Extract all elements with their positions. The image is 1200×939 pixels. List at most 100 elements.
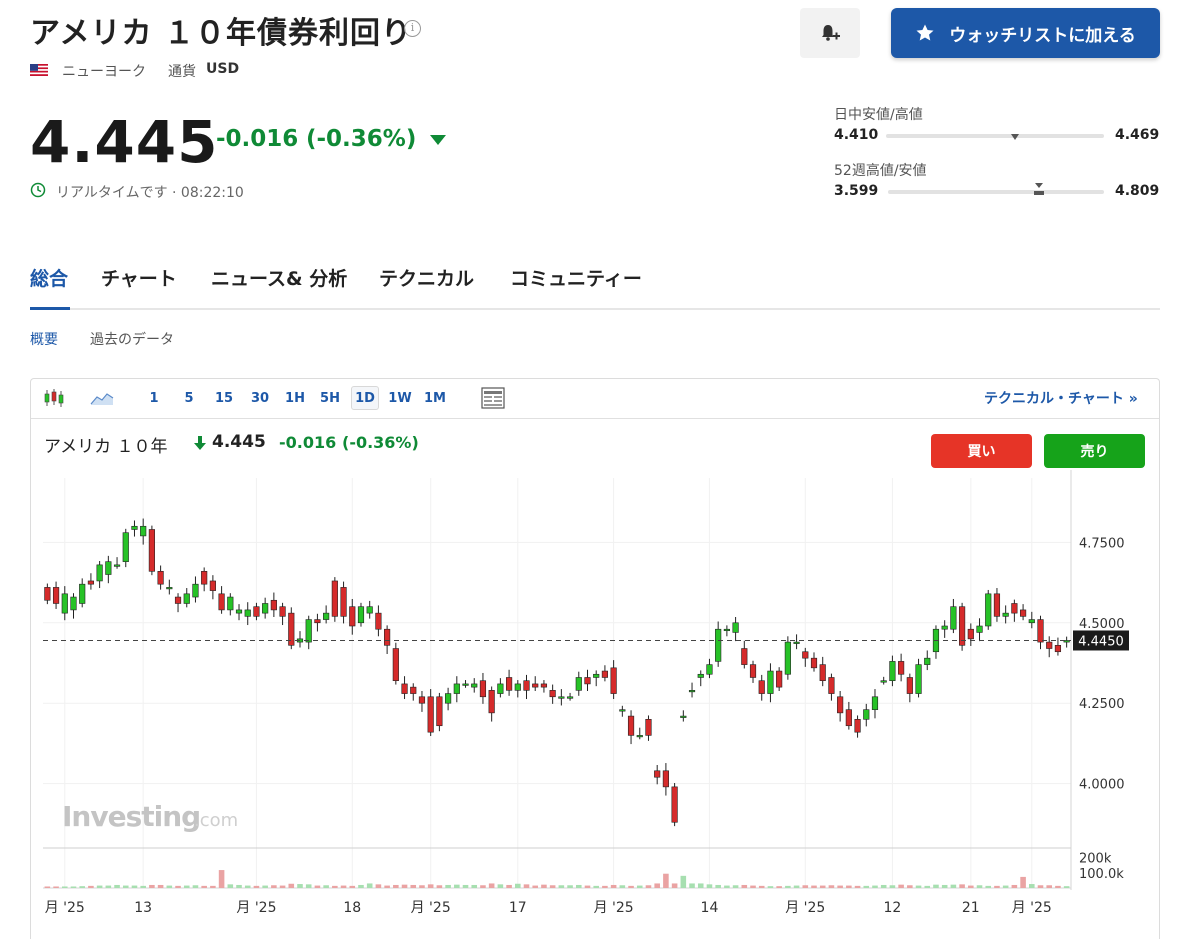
volume-bar <box>828 885 835 888</box>
interval-button-5[interactable]: 5 <box>184 390 194 406</box>
price-chart[interactable]: 4.4450 4.7500 4.5000 4.2500 4.0000 200k100.0k… <box>31 470 1159 939</box>
candle <box>418 696 426 704</box>
add-to-watchlist-button[interactable]: ウォッチリストに加える <box>891 8 1160 58</box>
volume-bar <box>811 885 817 888</box>
volume-bar <box>149 884 155 888</box>
volume-bar <box>549 885 556 888</box>
candle <box>863 709 870 720</box>
buy-button[interactable]: 買い <box>931 434 1032 468</box>
interval-button-1d[interactable]: 1D <box>351 386 379 410</box>
interval-button-1m[interactable]: 1M <box>424 390 446 406</box>
volume-bar <box>610 884 617 888</box>
interval-button-15[interactable]: 15 <box>214 390 234 406</box>
volume-bar <box>994 885 1000 888</box>
candle <box>671 786 678 823</box>
volume-bar <box>732 885 739 888</box>
candle <box>183 593 190 604</box>
candlestick-mode-button[interactable] <box>40 386 68 410</box>
candle <box>828 677 835 694</box>
volume-bar <box>802 885 809 888</box>
day-low: 4.410 <box>834 127 879 143</box>
investing-watermark-suffix: .com <box>194 810 239 831</box>
candle <box>549 690 556 698</box>
volume-bar <box>1037 885 1044 888</box>
volume-bar <box>968 885 974 888</box>
tab-news-analysis[interactable]: ニュース& 分析 <box>211 268 348 290</box>
volume-bar <box>776 886 782 888</box>
volume-bar <box>122 885 129 888</box>
chart-layout-button[interactable] <box>480 386 506 410</box>
x-tick-label: 月 '25 <box>1012 900 1052 916</box>
candle <box>445 693 452 704</box>
candle <box>113 564 121 567</box>
candle <box>87 580 95 585</box>
candle <box>201 571 208 585</box>
candle <box>993 593 1001 617</box>
tab-technical[interactable]: テクニカル <box>379 268 475 290</box>
candle <box>523 680 530 691</box>
volume-bar <box>506 884 512 888</box>
candle <box>767 670 774 694</box>
currency-value: USD <box>206 61 240 77</box>
area-mode-button[interactable] <box>88 386 116 410</box>
interval-button-30[interactable]: 30 <box>250 390 270 406</box>
chart-change: -0.016 <box>279 433 337 452</box>
add-alert-button[interactable] <box>800 8 860 58</box>
day-range-marker <box>1010 125 1019 144</box>
x-tick-label: 17 <box>509 900 527 916</box>
candle <box>715 628 722 662</box>
candle <box>70 596 77 611</box>
interval-button-1w[interactable]: 1W <box>388 390 412 406</box>
candle <box>288 612 295 646</box>
volume-bar <box>436 885 443 888</box>
volume-bar <box>933 884 939 888</box>
candle <box>758 680 765 694</box>
candle <box>253 606 260 617</box>
candle <box>462 683 469 686</box>
subtab-summary[interactable]: 概要 <box>30 332 58 348</box>
currency-label: 通貨 <box>168 64 196 80</box>
candle <box>244 609 251 617</box>
tab-overview[interactable]: 総合 <box>30 268 69 290</box>
candle <box>375 612 382 630</box>
volume-bar <box>358 884 364 888</box>
tab-chart[interactable]: チャート <box>101 268 177 290</box>
volume-bar <box>575 884 582 888</box>
interval-button-1h[interactable]: 1H <box>285 390 305 406</box>
subtab-historical-data[interactable]: 過去のデータ <box>90 332 174 348</box>
technical-chart-link[interactable]: テクニカル・チャート » <box>984 391 1138 407</box>
candle <box>410 686 417 694</box>
x-tick-label: 月 '25 <box>785 900 825 916</box>
volume-bar <box>1055 885 1061 888</box>
candle <box>427 696 434 733</box>
info-icon[interactable]: i <box>404 20 421 37</box>
volume-bar <box>462 884 469 888</box>
volume-bar <box>157 884 164 888</box>
candle <box>279 606 286 617</box>
chart-instrument-name: アメリカ １０年 <box>44 437 168 457</box>
volume-bar <box>332 885 338 888</box>
candle <box>749 664 757 678</box>
volume-bar <box>663 873 669 888</box>
sell-button[interactable]: 売り <box>1044 434 1145 468</box>
volume-bar <box>105 885 112 888</box>
candle <box>357 606 365 624</box>
volume-bar <box>236 884 242 888</box>
candle <box>436 696 443 727</box>
week52-high: 4.809 <box>1115 183 1160 199</box>
volume-bar <box>218 870 225 888</box>
candle <box>479 680 487 698</box>
candle <box>52 587 60 604</box>
candle <box>680 715 687 718</box>
tab-community[interactable]: コミュニティー <box>510 268 642 290</box>
candle <box>157 571 164 585</box>
volume-bar <box>854 885 861 888</box>
interval-button-5h[interactable]: 5H <box>320 390 340 406</box>
watchlist-label: ウォッチリストに加える <box>949 25 1136 46</box>
candle <box>122 532 129 562</box>
volume-bar <box>131 885 138 888</box>
interval-button-1[interactable]: 1 <box>149 390 159 406</box>
candle <box>497 683 504 694</box>
volume-bar <box>846 885 852 888</box>
volume-bar <box>183 885 190 888</box>
